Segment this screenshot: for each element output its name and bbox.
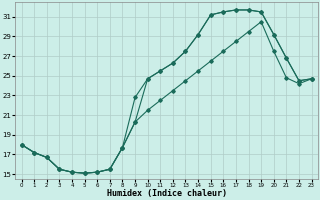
- X-axis label: Humidex (Indice chaleur): Humidex (Indice chaleur): [107, 189, 227, 198]
